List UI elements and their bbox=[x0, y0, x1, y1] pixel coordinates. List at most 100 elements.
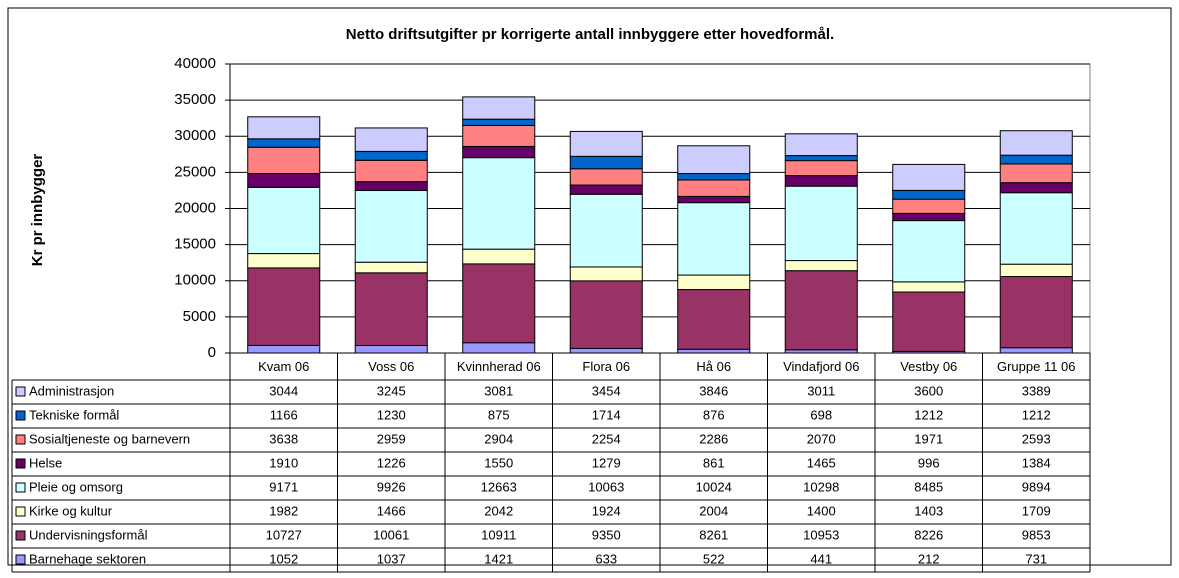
table-value: 1279 bbox=[592, 455, 621, 470]
table-value: 1550 bbox=[484, 455, 513, 470]
bar-segment bbox=[569, 184, 643, 195]
table-value: 1465 bbox=[807, 455, 836, 470]
bar-segment bbox=[462, 263, 536, 344]
table-value: 996 bbox=[918, 455, 940, 470]
table-value: 3389 bbox=[1022, 383, 1051, 398]
bar-segment bbox=[784, 155, 858, 162]
table-value: 2286 bbox=[699, 431, 728, 446]
table-value: 10953 bbox=[803, 527, 839, 542]
x-tick-label: Vindafjord 06 bbox=[783, 359, 859, 374]
x-tick-label: Voss 06 bbox=[368, 359, 414, 374]
bar-segment bbox=[247, 253, 321, 269]
table-value: 698 bbox=[810, 407, 832, 422]
bar-segment bbox=[892, 163, 966, 191]
bar-segment bbox=[784, 175, 858, 187]
table-value: 9350 bbox=[592, 527, 621, 542]
legend-swatch bbox=[15, 434, 26, 445]
bar-segment bbox=[999, 263, 1073, 278]
legend-swatch bbox=[15, 554, 26, 565]
chart-title: Netto driftsutgifter pr korrigerte antal… bbox=[346, 26, 834, 43]
table-value: 2904 bbox=[484, 431, 513, 446]
bar-segment bbox=[462, 96, 536, 120]
table-value: 1924 bbox=[592, 503, 621, 518]
table-value: 1230 bbox=[377, 407, 406, 422]
bar-segment bbox=[999, 163, 1073, 184]
y-tick-label: 40000 bbox=[174, 55, 216, 72]
table-value: 2042 bbox=[484, 503, 513, 518]
table-value: 1400 bbox=[807, 503, 836, 518]
bar-segment bbox=[892, 291, 966, 352]
y-tick-label: 10000 bbox=[174, 272, 216, 289]
bar-segment bbox=[462, 124, 536, 147]
legend-swatch bbox=[15, 530, 26, 541]
bar-segment bbox=[677, 289, 751, 350]
legend-label: Pleie og omsorg bbox=[29, 479, 123, 494]
table-value: 2593 bbox=[1022, 431, 1051, 446]
table-value: 9894 bbox=[1022, 479, 1051, 494]
table-value: 9853 bbox=[1022, 527, 1051, 542]
table-value: 1971 bbox=[914, 431, 943, 446]
bar-segment bbox=[677, 173, 751, 181]
bar-segment bbox=[677, 145, 751, 175]
bar-segment bbox=[677, 179, 751, 197]
y-tick-label: 0 bbox=[208, 344, 216, 361]
bar-segment bbox=[247, 138, 321, 148]
bar-segment bbox=[462, 157, 536, 250]
table-value: 1166 bbox=[270, 407, 298, 422]
bar-segment bbox=[569, 280, 643, 349]
legend-label: Sosialtjeneste og barnevern bbox=[29, 431, 190, 446]
bar-segment bbox=[999, 347, 1073, 354]
x-tick-label: Flora 06 bbox=[582, 359, 630, 374]
bar-segment bbox=[892, 212, 966, 222]
legend-label: Tekniske formål bbox=[29, 407, 119, 422]
x-tick-label: Vestby 06 bbox=[900, 359, 957, 374]
table-value: 3600 bbox=[914, 383, 943, 398]
bar-segment bbox=[354, 190, 428, 263]
table-value: 9926 bbox=[377, 479, 406, 494]
bar-segment bbox=[354, 150, 428, 161]
bar-segment bbox=[677, 195, 751, 204]
bar-segment bbox=[892, 189, 966, 200]
table-value: 10727 bbox=[266, 527, 302, 542]
table-value: 2959 bbox=[377, 431, 406, 446]
bar-segment bbox=[247, 186, 321, 255]
table-value: 731 bbox=[1025, 551, 1047, 566]
legend-label: Helse bbox=[29, 455, 62, 470]
table-value: 2004 bbox=[699, 503, 728, 518]
table-value: 3638 bbox=[269, 431, 298, 446]
table-value: 1212 bbox=[914, 407, 943, 422]
table-value: 8485 bbox=[914, 479, 943, 494]
y-tick-label: 30000 bbox=[174, 127, 216, 144]
bar-segment bbox=[569, 193, 643, 268]
table-value: 10024 bbox=[696, 479, 732, 494]
legend-label: Kirke og kultur bbox=[29, 503, 113, 518]
table-value: 1052 bbox=[269, 551, 298, 566]
table-value: 3245 bbox=[377, 383, 406, 398]
y-axis-label: Kr pr innbygger bbox=[29, 154, 46, 267]
table-value: 8226 bbox=[914, 527, 943, 542]
y-tick-label: 15000 bbox=[174, 236, 216, 253]
y-tick-label: 25000 bbox=[174, 163, 216, 180]
table-value: 3011 bbox=[807, 383, 835, 398]
table-value: 1403 bbox=[914, 503, 943, 518]
table-value: 1212 bbox=[1022, 407, 1051, 422]
table-value: 1226 bbox=[377, 455, 406, 470]
table-value: 1384 bbox=[1022, 455, 1051, 470]
y-tick-label: 35000 bbox=[174, 91, 216, 108]
table-value: 8261 bbox=[699, 527, 728, 542]
bar-segment bbox=[569, 266, 643, 282]
bar-segment bbox=[999, 182, 1073, 194]
bar-segment bbox=[677, 274, 751, 291]
bar-segment bbox=[569, 347, 643, 354]
table-value: 3846 bbox=[699, 383, 728, 398]
table-value: 12663 bbox=[481, 479, 517, 494]
table-value: 2254 bbox=[592, 431, 621, 446]
bar-segment bbox=[784, 260, 858, 272]
bar-segment bbox=[354, 181, 428, 192]
table-value: 875 bbox=[488, 407, 510, 422]
bar-segment bbox=[892, 281, 966, 293]
bar-segment bbox=[999, 192, 1073, 265]
bar-segment bbox=[784, 160, 858, 177]
bar-segment bbox=[999, 154, 1073, 165]
legend-swatch bbox=[15, 506, 26, 517]
